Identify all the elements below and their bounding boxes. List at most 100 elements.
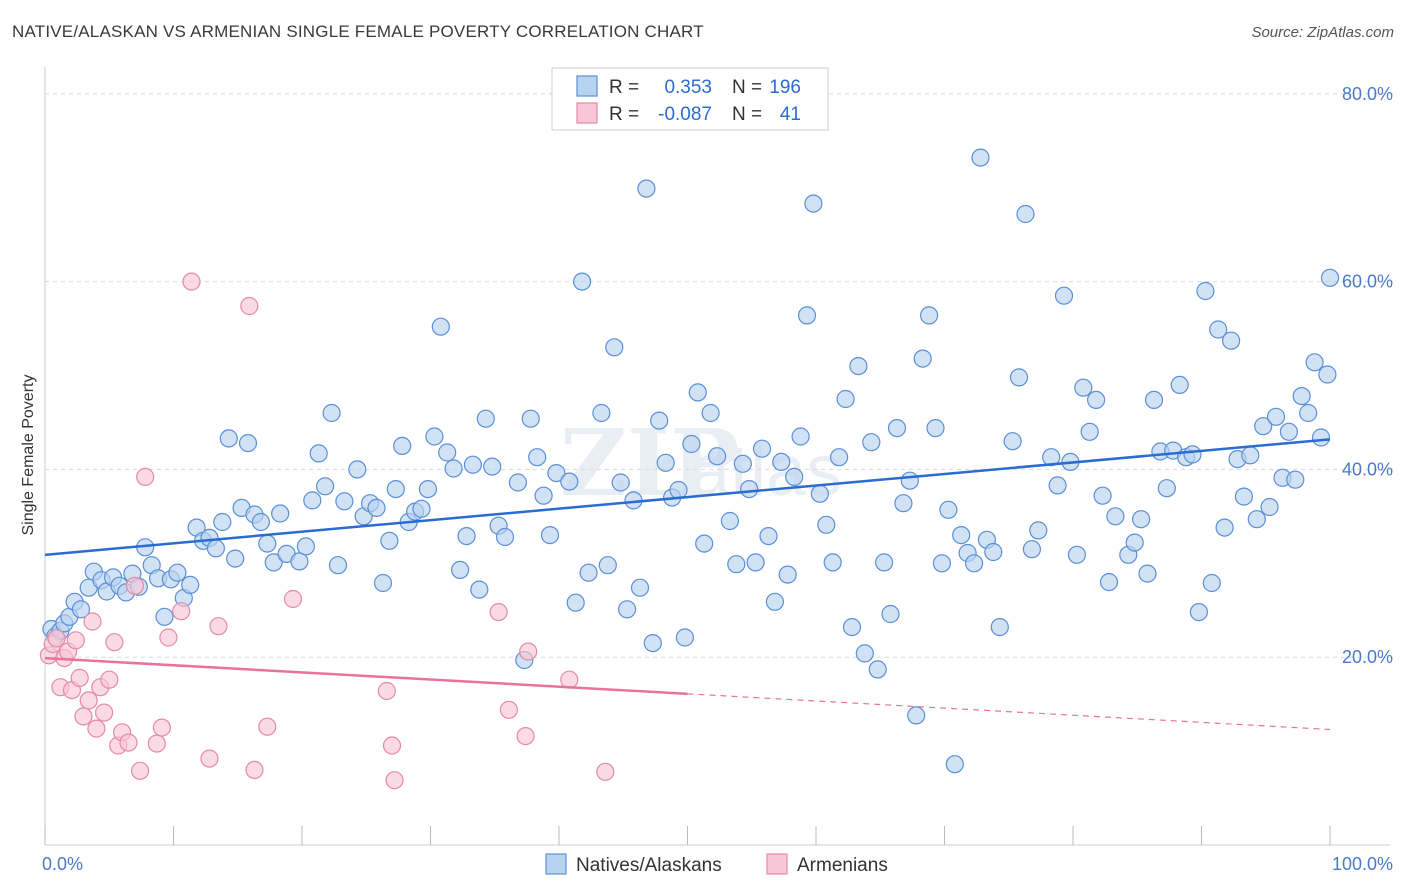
natives-point [740,480,759,499]
bottom-swatch-natives [545,853,567,875]
natives-point [752,439,772,458]
natives-point [1106,507,1125,526]
natives-point [829,448,849,467]
natives-point [598,556,617,575]
natives-point [592,403,611,423]
natives-point [181,575,200,595]
natives-point [155,607,174,626]
bottom-legend-armenians: Armenians [797,855,888,876]
natives-point [759,526,778,546]
natives-point [842,617,862,637]
natives-point [495,527,515,547]
natives-point [328,556,348,575]
natives-point [849,357,868,376]
natives-point [926,419,945,438]
natives-point [1247,510,1266,529]
natives-point [322,403,341,423]
natives-point [412,499,431,518]
watermark-zip: ZIP [560,409,739,517]
natives-point [984,542,1003,562]
natives-point [1003,432,1022,451]
natives-point [1305,353,1324,372]
natives-point [1099,572,1119,592]
natives-point [1209,320,1228,339]
natives-point [791,427,810,446]
armenians-point [147,734,166,753]
armenians-point [47,629,66,648]
natives-point [457,526,476,546]
armenians-point [283,589,303,609]
natives-point [894,494,913,513]
x-tick-label-0: 0.0% [42,854,83,874]
natives-point [1254,417,1273,436]
natives-point [1074,378,1093,397]
armenians-point [131,761,150,780]
natives-point [1125,533,1144,552]
natives-point [425,427,444,446]
source-attribution: Source: ZipAtlas.com [1251,24,1394,41]
natives-point [1048,476,1067,495]
armenians-point [66,631,85,650]
armenians-point [182,272,201,291]
natives-point [566,593,585,612]
armenians-point [100,670,119,689]
natives-point [296,537,315,556]
natives-point [1054,286,1074,305]
armenians-point [159,628,178,647]
natives-point [952,525,971,545]
natives-point [1093,486,1112,505]
natives-point [463,455,482,474]
natives-point [964,554,984,573]
legend-r-value-armenians: -0.087 [658,104,712,125]
natives-point [990,617,1009,637]
natives-point [1266,407,1286,426]
armenians-point [136,467,155,486]
natives-point [348,460,367,479]
natives-point [373,573,393,593]
y-tick-label-2: 60.0% [1342,272,1393,292]
natives-point [605,338,624,357]
natives-point [264,553,283,572]
natives-point [765,592,785,611]
armenians-point [499,700,518,719]
natives-point [560,472,579,491]
natives-point [913,349,932,368]
armenians-point [172,602,191,621]
x-tick-label-1: 100.0% [1332,854,1393,874]
armenians-point [87,719,106,738]
natives-point [386,480,405,499]
natives-point [855,644,874,663]
armenians-point [519,642,538,661]
natives-point [1042,448,1061,467]
natives-point [617,600,637,619]
natives-point [476,409,495,428]
legend-n-value-armenians: 41 [780,104,801,125]
natives-point [688,383,707,402]
armenians-point [516,726,535,746]
natives-point [611,473,630,492]
natives-point [213,512,232,532]
natives-point [656,453,675,472]
armenians-point [152,718,171,737]
natives-point [335,492,354,511]
natives-point [483,457,502,476]
watermark: ZIP atlas [560,409,842,517]
natives-point [1260,497,1279,517]
natives-point [1080,422,1099,441]
natives-point [720,511,740,531]
natives-point [733,454,752,473]
natives-point [887,419,907,438]
natives-point [572,272,592,291]
natives-point [701,403,720,423]
trend-lines [44,438,1331,731]
legend-swatch-natives [576,75,598,97]
armenians-point [489,602,508,622]
natives-point [431,317,450,336]
armenians-point [79,691,98,710]
natives-point [367,498,386,517]
natives-point [168,563,187,582]
natives-point [303,491,322,510]
legend-n-label-1: N = [732,77,762,98]
natives-point [534,486,553,505]
